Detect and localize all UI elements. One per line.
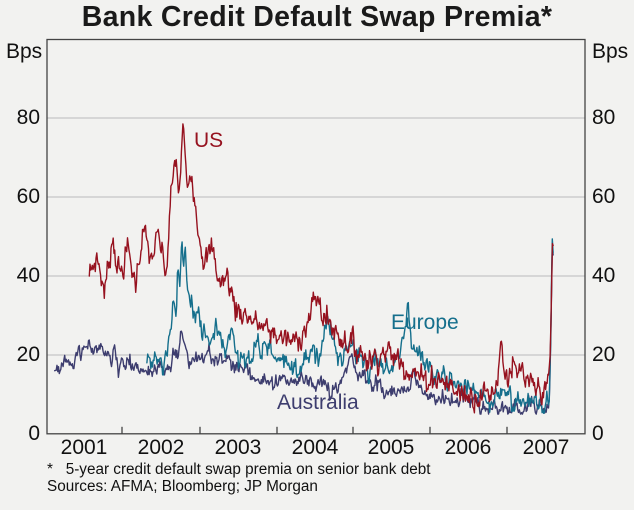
svg-text:20: 20 xyxy=(592,343,615,366)
svg-text:Europe: Europe xyxy=(391,311,459,334)
svg-text:2002: 2002 xyxy=(138,436,185,459)
svg-text:2006: 2006 xyxy=(445,436,492,459)
svg-text:20: 20 xyxy=(17,343,40,366)
svg-text:60: 60 xyxy=(592,185,615,208)
svg-text:60: 60 xyxy=(17,185,40,208)
svg-text:40: 40 xyxy=(592,264,615,287)
svg-text:Bps: Bps xyxy=(592,40,628,63)
svg-text:80: 80 xyxy=(592,106,615,129)
svg-text:2001: 2001 xyxy=(61,436,108,459)
svg-text:Australia: Australia xyxy=(277,391,359,414)
svg-text:80: 80 xyxy=(17,106,40,129)
svg-text:2007: 2007 xyxy=(523,436,570,459)
svg-text:US: US xyxy=(194,129,223,152)
svg-text:2005: 2005 xyxy=(368,436,415,459)
svg-text:40: 40 xyxy=(17,264,40,287)
svg-text:0: 0 xyxy=(592,422,604,445)
svg-text:0: 0 xyxy=(28,422,40,445)
svg-text:2003: 2003 xyxy=(215,436,262,459)
svg-text:* 5-year credit default swap: * 5-year credit default swap premia on s… xyxy=(47,461,431,478)
svg-text:Sources: AFMA; Bloomberg; JP M: Sources: AFMA; Bloomberg; JP Morgan xyxy=(47,478,318,495)
svg-text:Bps: Bps xyxy=(6,40,42,63)
svg-text:2004: 2004 xyxy=(292,436,339,459)
